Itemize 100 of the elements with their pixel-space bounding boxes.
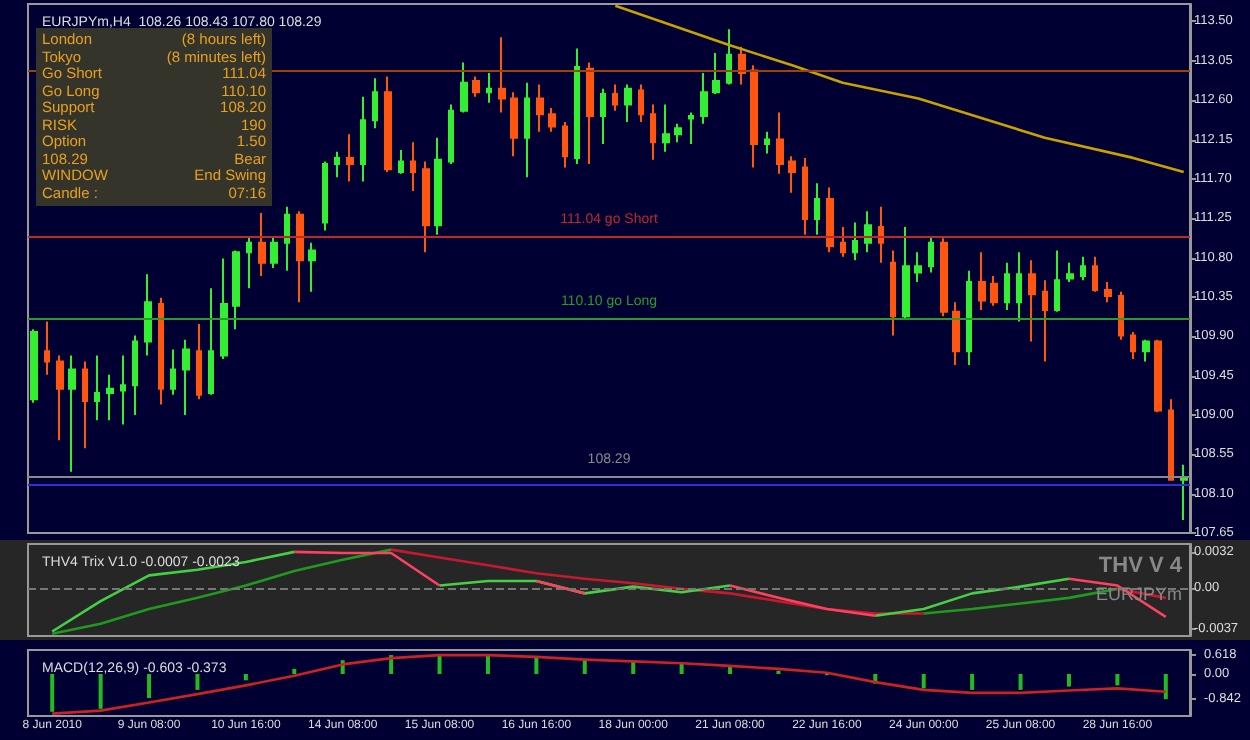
candlestick xyxy=(1180,463,1188,521)
candlestick xyxy=(788,155,796,194)
candlestick xyxy=(1154,338,1162,414)
candlestick xyxy=(1168,398,1174,481)
candlestick xyxy=(120,354,126,426)
candlestick xyxy=(170,348,176,396)
candlestick xyxy=(510,91,518,158)
candlestick xyxy=(1028,259,1036,343)
candlestick xyxy=(360,95,366,183)
bar xyxy=(292,668,297,674)
candlestick xyxy=(398,149,404,175)
candlestick xyxy=(878,205,884,264)
candlestick xyxy=(334,150,340,179)
annotation: THV V 4 xyxy=(1096,552,1182,580)
candlestick xyxy=(852,221,858,262)
candlestick xyxy=(434,136,442,236)
bar xyxy=(195,674,200,690)
candlestick xyxy=(258,211,266,277)
bar xyxy=(50,674,55,712)
candlestick xyxy=(928,235,934,274)
candlestick xyxy=(814,182,820,236)
candlestick xyxy=(700,72,708,125)
bar xyxy=(437,653,442,674)
candlestick xyxy=(346,133,354,183)
candlestick xyxy=(94,354,100,422)
candlestick xyxy=(562,121,568,169)
candlestick xyxy=(1042,279,1048,363)
candlestick xyxy=(284,205,290,272)
bar xyxy=(1066,674,1071,687)
candlestick xyxy=(990,274,998,307)
candlestick xyxy=(978,251,986,312)
candlestick xyxy=(246,235,252,290)
candlestick xyxy=(44,320,50,376)
candlestick xyxy=(196,323,202,401)
candlestick xyxy=(410,141,416,193)
candlestick xyxy=(638,83,644,124)
candlestick xyxy=(662,103,670,153)
candlestick xyxy=(940,237,948,318)
candlestick xyxy=(712,51,720,96)
bar xyxy=(1115,674,1120,686)
candlestick xyxy=(106,373,114,422)
bar xyxy=(243,674,248,681)
candlestick xyxy=(158,296,164,406)
candlestick xyxy=(1004,261,1010,312)
candlestick xyxy=(322,160,328,232)
candlestick xyxy=(952,301,960,367)
candlestick xyxy=(902,225,910,321)
bar xyxy=(921,674,926,689)
candlestick xyxy=(182,338,190,416)
candlestick xyxy=(966,269,972,367)
candlestick xyxy=(498,36,506,114)
candlestick xyxy=(132,334,138,416)
candlestick xyxy=(56,354,64,442)
candlestick xyxy=(600,87,606,145)
candlestick xyxy=(296,210,304,304)
candlestick xyxy=(448,103,454,166)
bar xyxy=(98,674,103,709)
candlestick xyxy=(1104,281,1112,304)
candlestick xyxy=(574,47,580,166)
candlestick xyxy=(232,249,240,331)
candlestick xyxy=(68,354,76,473)
candlestick xyxy=(308,241,316,293)
candlestick xyxy=(270,235,278,270)
candlestick xyxy=(220,257,228,360)
candlestick xyxy=(524,81,530,179)
candlestick xyxy=(674,122,682,144)
candlestick xyxy=(486,72,492,104)
candlestick xyxy=(840,225,846,258)
line-series xyxy=(614,4,1185,174)
candlestick xyxy=(612,83,618,112)
candlestick xyxy=(1016,251,1022,323)
candlestick xyxy=(802,156,808,236)
candlestick xyxy=(864,210,872,254)
candlestick xyxy=(826,186,834,254)
candlestick xyxy=(750,64,758,169)
candlestick xyxy=(650,103,656,161)
bar xyxy=(147,674,152,698)
candlestick xyxy=(1118,290,1124,341)
candlestick xyxy=(688,111,694,145)
candlestick xyxy=(422,160,430,254)
candlestick xyxy=(372,77,378,130)
candlestick xyxy=(1130,330,1136,360)
bar xyxy=(1163,674,1168,700)
candlestick xyxy=(472,75,480,98)
candlestick xyxy=(208,287,214,396)
candlestick xyxy=(776,111,784,175)
candlestick xyxy=(1054,249,1060,313)
bar xyxy=(1018,674,1023,690)
candlestick xyxy=(624,83,632,124)
candlestick xyxy=(914,251,922,284)
candlestick xyxy=(82,360,88,450)
candlestick xyxy=(460,61,468,114)
candlestick xyxy=(536,83,544,133)
candlestick xyxy=(726,28,732,86)
candlestick xyxy=(586,61,594,166)
candlestick xyxy=(1142,338,1150,363)
candlestick xyxy=(1080,255,1086,282)
candlestick xyxy=(738,45,746,86)
candlestick xyxy=(144,273,152,357)
bar xyxy=(485,655,490,674)
